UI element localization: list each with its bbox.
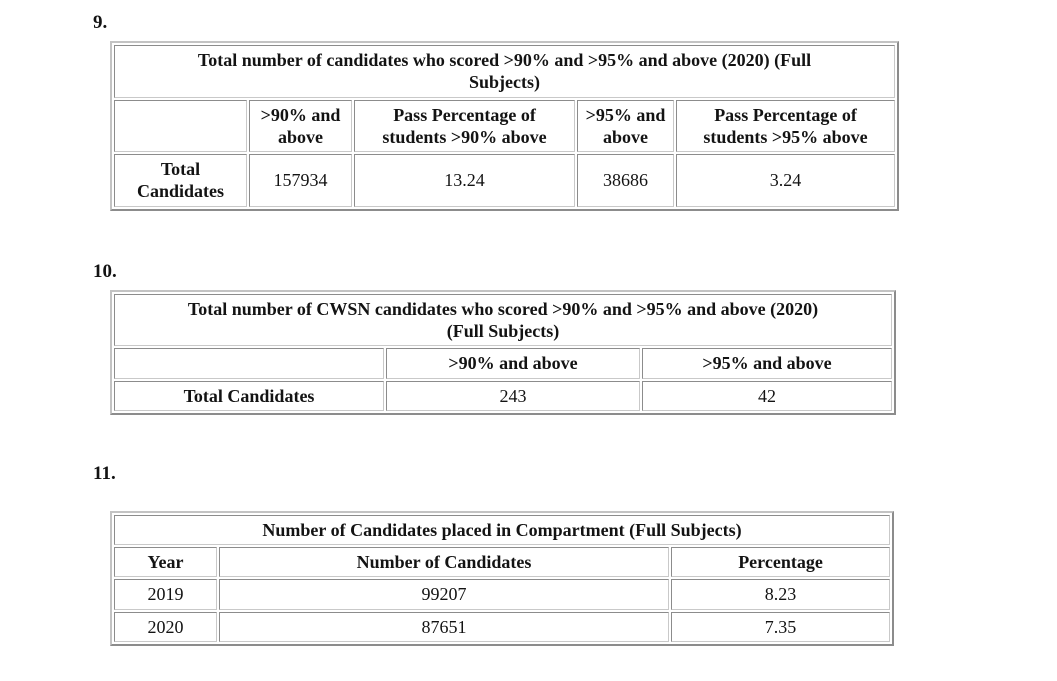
- table-9-col-95-above: >95% and above: [577, 99, 674, 153]
- table-9-col-pass-pct-90: Pass Percentage of students >90% above: [354, 99, 575, 153]
- table-10-title: Total number of CWSN candidates who scor…: [114, 293, 893, 347]
- table-10-header-row: >90% and above >95% and above: [114, 348, 893, 379]
- table-10-title-line1: Total number of CWSN candidates who scor…: [187, 298, 819, 319]
- table-11-col-year: Year: [114, 547, 217, 578]
- table-11-year-2019: 2019: [114, 579, 217, 610]
- table-11-candidates-2020: 87651: [219, 611, 669, 643]
- table-10-title-row: Total number of CWSN candidates who scor…: [114, 293, 893, 347]
- table-9-value-95-pct: 3.24: [676, 154, 896, 207]
- table-11-title-line1: Number of Candidates placed in Compartme…: [262, 519, 742, 540]
- table-10-data-row: Total Candidates 243 42: [114, 380, 893, 411]
- table-11-col-percentage: Percentage: [671, 547, 891, 578]
- table-10-value-95-count: 42: [642, 380, 893, 411]
- table-11-header-row: Year Number of Candidates Percentage: [114, 547, 891, 578]
- table-9-value-90-pct: 13.24: [354, 154, 575, 207]
- table-9-col-blank: [114, 99, 247, 153]
- table-10-col-90-above: >90% and above: [386, 348, 640, 379]
- section-10-number: 10.: [93, 260, 117, 282]
- table-9-row-header: Total Candidates: [114, 154, 247, 207]
- table-11-year-2020: 2020: [114, 611, 217, 643]
- table-9-title-line1: Total number of candidates who scored >9…: [197, 49, 812, 70]
- table-11-title: Number of Candidates placed in Compartme…: [114, 514, 891, 546]
- section-9: 9. Total number of candidates who scored…: [93, 12, 1057, 211]
- section-9-number: 9.: [93, 12, 108, 33]
- table-9-col-90-above: >90% and above: [249, 99, 352, 153]
- table-11-percentage-2019: 8.23: [671, 579, 891, 610]
- table-9-title-line2: Subjects): [469, 72, 540, 93]
- table-9-title-row: Total number of candidates who scored >9…: [114, 44, 896, 98]
- table-10-col-95-above: >95% and above: [642, 348, 893, 379]
- section-11-number: 11.: [93, 462, 116, 484]
- document-page: 9. Total number of candidates who scored…: [93, 12, 1057, 647]
- table-9-value-95-count: 38686: [577, 154, 674, 207]
- table-11-data-row-2019: 2019 99207 8.23: [114, 579, 891, 610]
- table-11-data-row-2020: 2020 87651 7.35: [114, 611, 891, 643]
- table-9-value-90-count: 157934: [249, 154, 352, 207]
- table-11-col-candidates: Number of Candidates: [219, 547, 669, 578]
- table-9: Total number of candidates who scored >9…: [110, 40, 900, 211]
- table-9-col-pass-pct-95: Pass Percentage of students >95% above: [676, 99, 896, 153]
- table-9-title: Total number of candidates who scored >9…: [114, 44, 896, 98]
- section-11: 11. Number of Candidates placed in Compa…: [93, 462, 1057, 647]
- section-10: 10. Total number of CWSN candidates who …: [93, 260, 1057, 415]
- table-10-title-line2: (Full Subjects): [446, 320, 560, 341]
- table-9-header-row: >90% and above Pass Percentage of studen…: [114, 99, 896, 153]
- table-9-data-row: Total Candidates 157934 13.24 38686 3.24: [114, 154, 896, 207]
- table-10-row-header: Total Candidates: [114, 380, 384, 411]
- table-11-title-row: Number of Candidates placed in Compartme…: [114, 514, 891, 546]
- table-11-candidates-2019: 99207: [219, 579, 669, 610]
- table-10-col-blank: [114, 348, 384, 379]
- table-10: Total number of CWSN candidates who scor…: [110, 289, 897, 415]
- table-11: Number of Candidates placed in Compartme…: [110, 510, 895, 647]
- table-11-percentage-2020: 7.35: [671, 611, 891, 643]
- table-10-value-90-count: 243: [386, 380, 640, 411]
